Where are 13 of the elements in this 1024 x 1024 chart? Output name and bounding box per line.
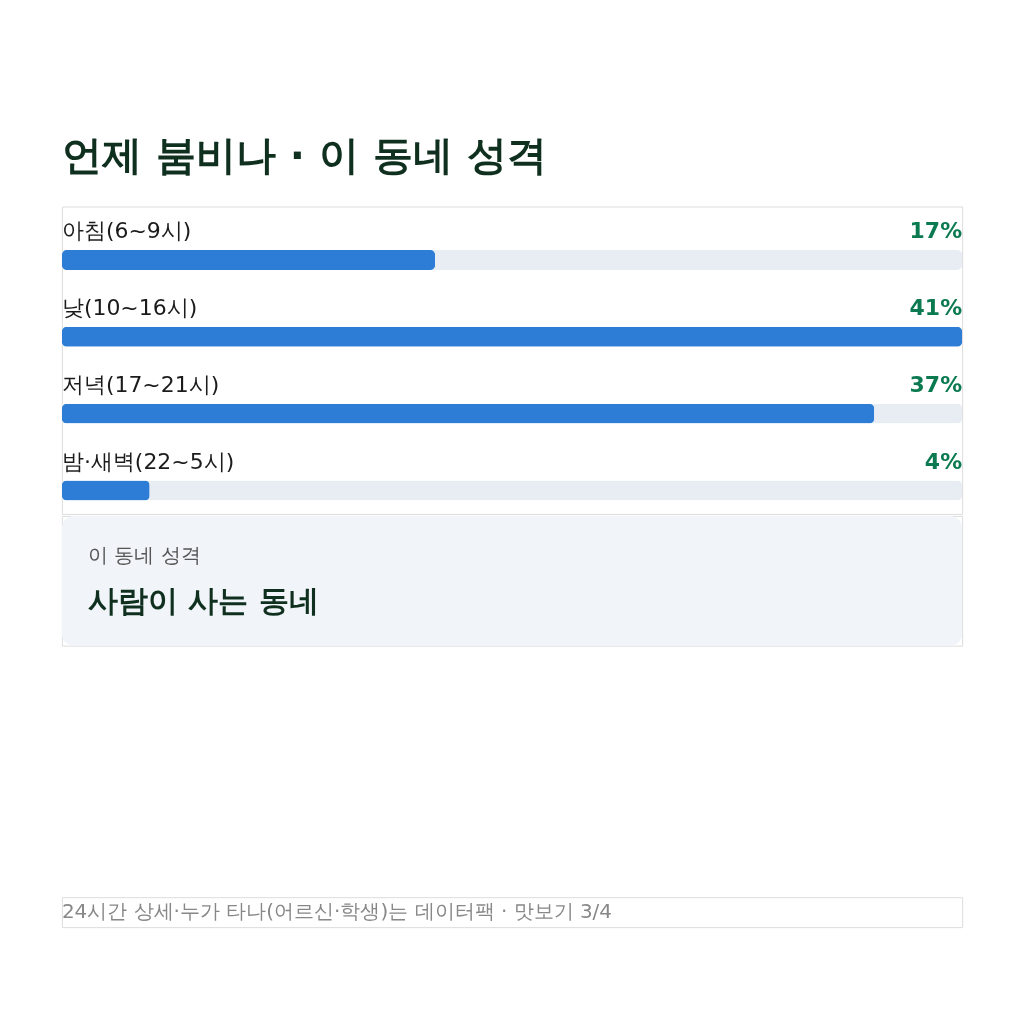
text: 24시간 상세·누가 타나(어르신·학생)는 데이터팩 · 맛보기 3/4 xyxy=(61,899,613,924)
bar xyxy=(61,480,150,501)
data-label: 4% xyxy=(924,448,963,474)
y-tick-label: 아침(6~9시) xyxy=(61,217,192,243)
y-tick-label: 낮(10~16시) xyxy=(61,294,198,320)
text: 이 동네 성격 xyxy=(87,542,201,567)
y-tick-label: 밤·새벽(22~5시) xyxy=(61,448,235,474)
y-tick-label: 저녁(17~21시) xyxy=(61,371,220,397)
chart-title: 언제 붐비나 · 이 동네 성격 xyxy=(61,131,547,178)
data-label: 17% xyxy=(909,217,963,243)
text: 사람이 사는 동네 xyxy=(87,582,319,618)
data-label: 37% xyxy=(909,371,963,397)
data-label: 41% xyxy=(909,294,963,320)
